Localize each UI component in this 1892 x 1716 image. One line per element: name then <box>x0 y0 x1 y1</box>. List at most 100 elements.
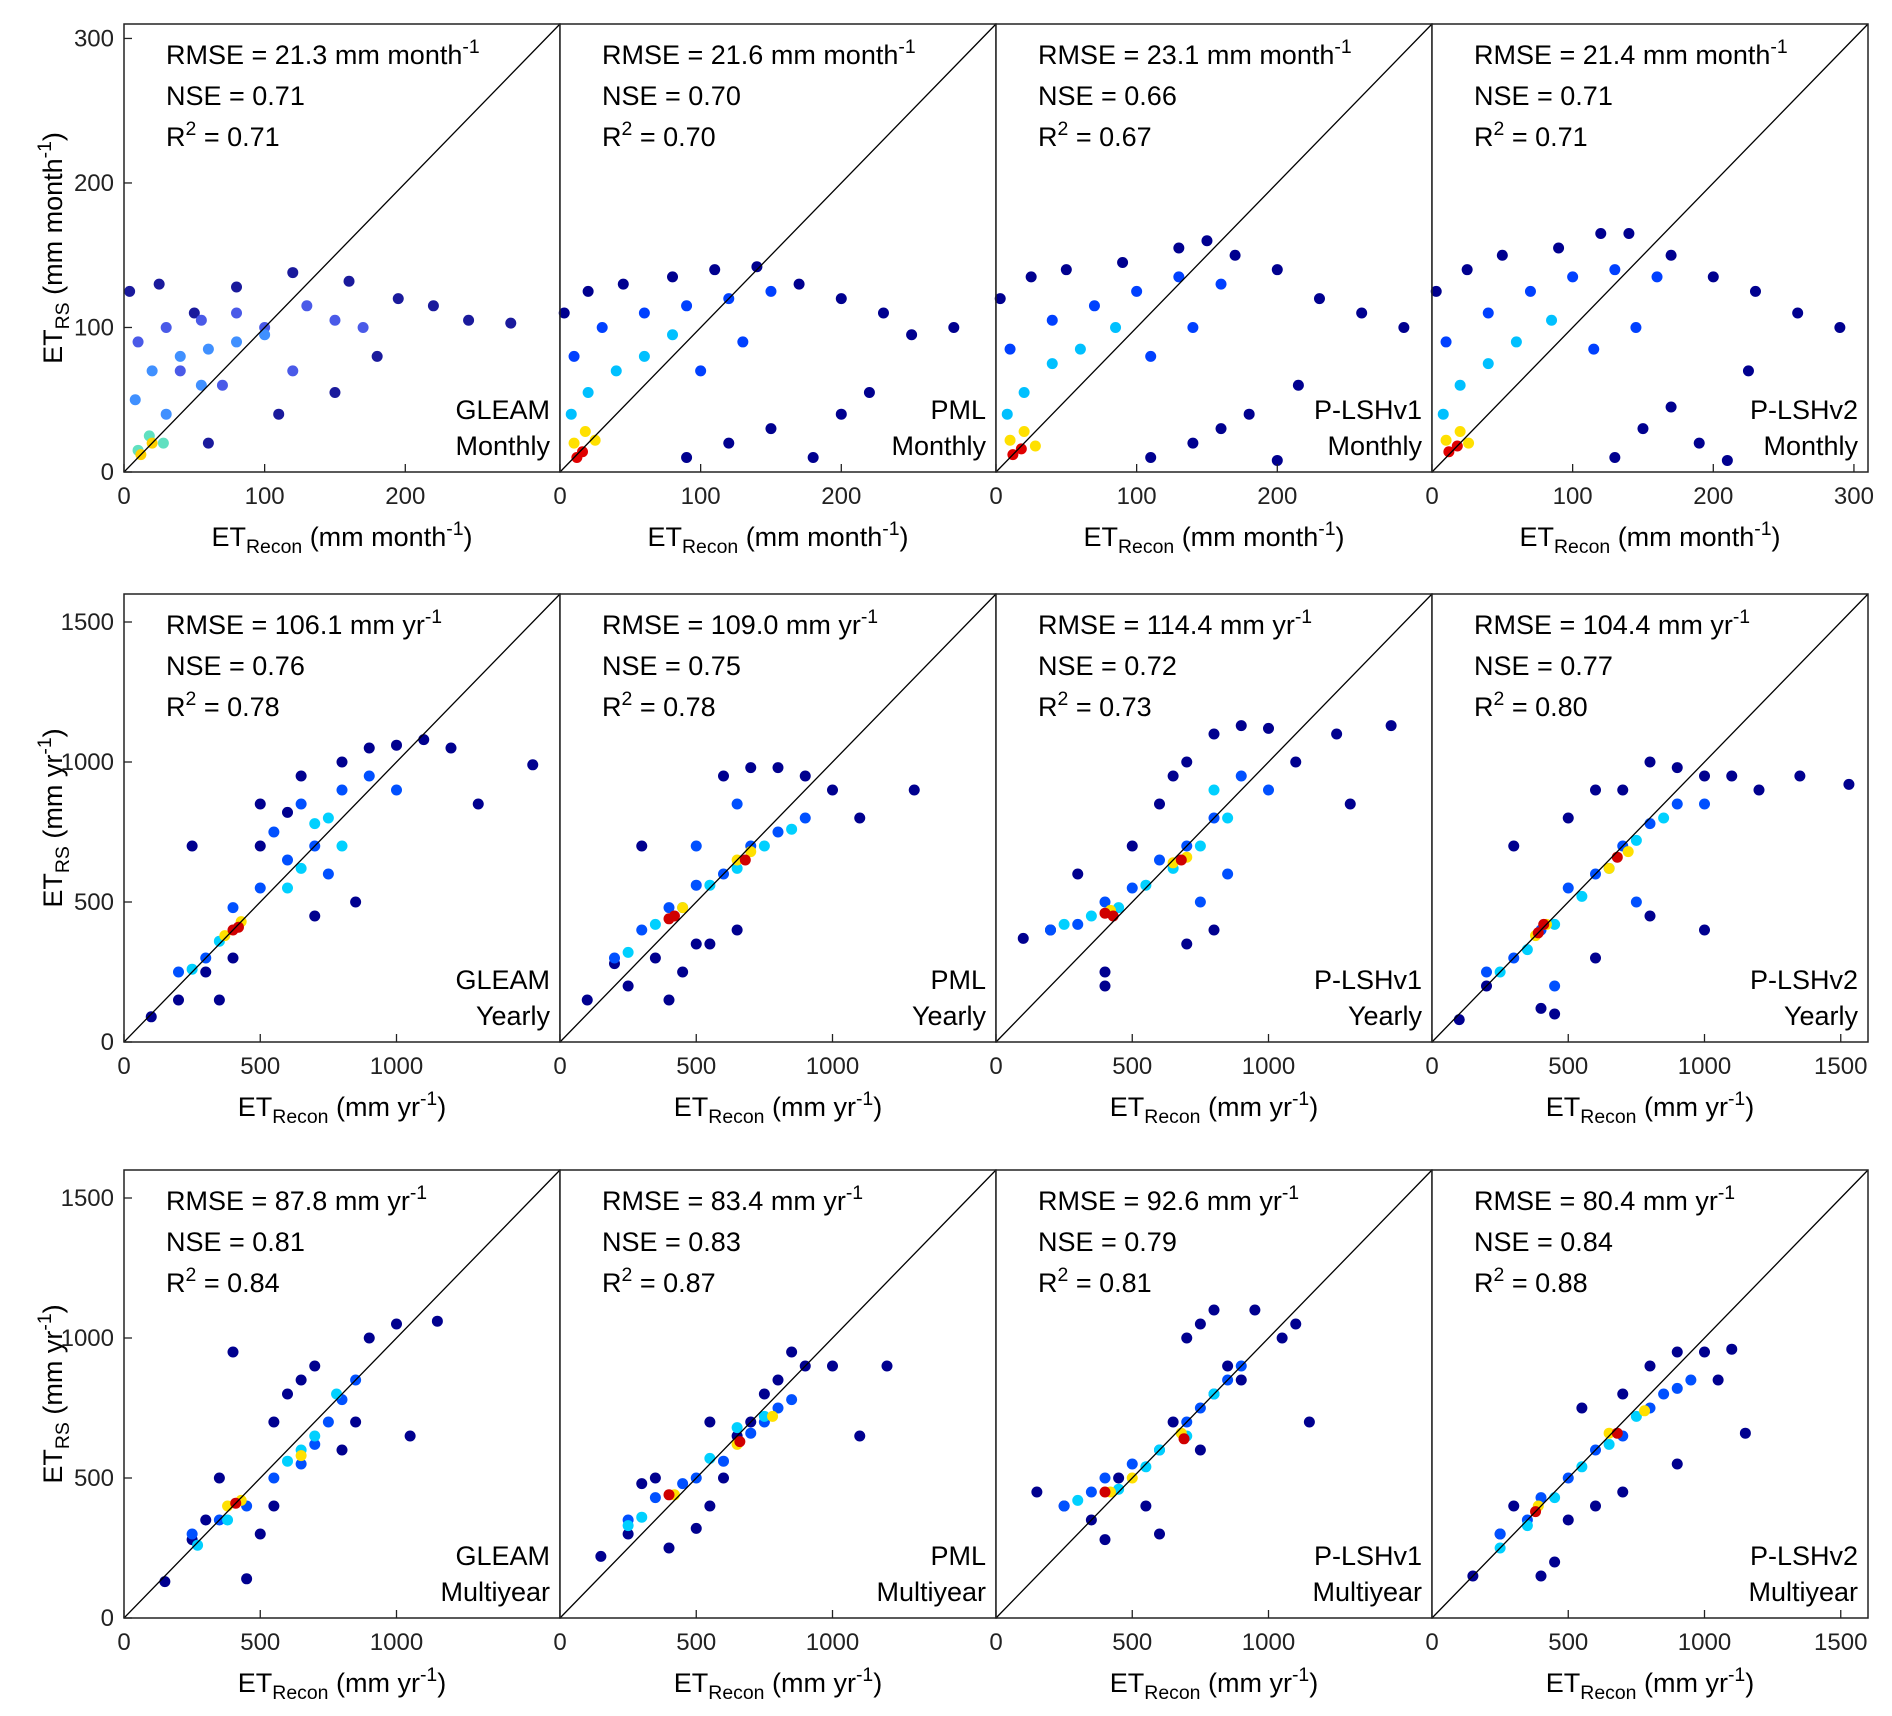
point <box>1271 264 1283 276</box>
point <box>295 770 307 782</box>
point <box>681 300 693 312</box>
point <box>1630 1410 1642 1422</box>
panel-label: P-LSHv1 <box>1314 965 1422 995</box>
point <box>758 1410 770 1422</box>
point <box>582 285 594 297</box>
stat-annotation: RMSE = 106.1 mm yr-1 <box>166 606 442 640</box>
x-tick-label: 0 <box>989 1629 1002 1656</box>
y-axis-label-part: ET <box>38 873 68 908</box>
stat-annotation-part: NSE = 0.66 <box>1038 81 1177 111</box>
stat-annotation: NSE = 0.70 <box>602 81 741 111</box>
point <box>391 1318 402 1330</box>
stat-annotation-part: 2 <box>186 118 197 140</box>
panel-label: PML <box>930 1541 986 1571</box>
point <box>1562 882 1574 894</box>
point <box>1271 454 1283 466</box>
x-axis-label-part: (mm month <box>302 522 446 552</box>
x-axis-label-part: Recon <box>682 536 738 558</box>
stat-annotation: R2 = 0.88 <box>1474 1264 1588 1298</box>
point <box>772 1402 784 1414</box>
y-axis-label-part: ET <box>38 329 68 364</box>
stat-annotation: RMSE = 87.8 mm yr-1 <box>166 1182 427 1216</box>
stat-annotation-part: R <box>1474 122 1494 152</box>
y-tick-label: 0 <box>101 459 114 486</box>
point <box>737 336 749 348</box>
point <box>1154 798 1165 810</box>
point <box>295 798 307 810</box>
point <box>1046 358 1058 370</box>
y-axis-label: ETRS (mm month-1) <box>34 132 74 364</box>
stat-annotation: RMSE = 21.6 mm month-1 <box>602 36 916 70</box>
stat-annotation-part: = 0.70 <box>632 122 715 152</box>
stat-annotation-part: R <box>166 122 186 152</box>
stat-annotation-part: 2 <box>1494 118 1505 140</box>
point <box>363 742 375 754</box>
point <box>1099 1486 1111 1498</box>
point <box>1524 285 1536 297</box>
one-to-one-line <box>559 23 997 473</box>
point <box>854 812 866 824</box>
x-axis-label-part: ET <box>238 1668 273 1698</box>
stat-annotation-part: RMSE = 21.4 mm month <box>1474 40 1770 70</box>
y-tick-label: 100 <box>74 314 114 341</box>
point <box>309 818 321 830</box>
point <box>1440 434 1452 446</box>
one-to-one-line <box>123 23 561 473</box>
point <box>1099 896 1111 908</box>
stat-annotation-part: = 0.84 <box>196 1268 279 1298</box>
point <box>1562 1514 1574 1526</box>
stat-annotation: NSE = 0.71 <box>1474 81 1613 111</box>
x-tick-label: 500 <box>1112 1629 1152 1656</box>
x-axis-label-part: ) <box>464 522 473 552</box>
point <box>758 840 770 852</box>
x-axis-label: ETRecon (mm yr-1) <box>1546 1088 1754 1128</box>
x-tick-label: 500 <box>1112 1053 1152 1080</box>
point <box>227 952 239 964</box>
stat-annotation-part: 2 <box>1494 1264 1505 1286</box>
point <box>1031 1486 1043 1498</box>
stat-annotation-part: RMSE = 104.4 mm yr <box>1474 610 1733 640</box>
point <box>192 1539 204 1551</box>
point <box>704 1416 716 1428</box>
point <box>391 739 402 751</box>
point <box>1639 1405 1651 1417</box>
stat-annotation: RMSE = 21.3 mm month-1 <box>166 36 480 70</box>
point <box>1178 1433 1190 1445</box>
point <box>1173 271 1185 283</box>
point <box>195 314 207 326</box>
x-tick-label: 0 <box>989 1053 1002 1080</box>
y-axis-label-part: -1 <box>34 141 56 158</box>
point <box>1140 1461 1152 1473</box>
point <box>1235 720 1247 732</box>
point <box>617 278 629 290</box>
point <box>649 952 661 964</box>
point <box>1215 423 1227 435</box>
y-axis-label-part: ) <box>38 1304 68 1313</box>
x-tick-label: 100 <box>245 483 285 510</box>
y-axis-label-part: (mm month <box>38 158 68 302</box>
one-to-one-line <box>559 1169 997 1619</box>
x-axis-label: ETRecon (mm yr-1) <box>1110 1088 1318 1128</box>
point <box>268 1472 280 1484</box>
stat-annotation-part: -1 <box>462 36 479 58</box>
x-tick-label: 1000 <box>1678 1053 1731 1080</box>
point <box>1749 285 1761 297</box>
point <box>322 812 334 824</box>
point <box>1644 1360 1656 1372</box>
point <box>1187 437 1199 449</box>
stat-annotation-part: 2 <box>622 118 633 140</box>
x-axis-label-part: ET <box>1110 1668 1145 1698</box>
point <box>1521 1520 1533 1532</box>
point <box>765 423 777 435</box>
point <box>1175 854 1187 866</box>
point <box>1145 452 1157 464</box>
point <box>1167 1416 1179 1428</box>
point <box>1099 1472 1111 1484</box>
panel-label: Multiyear <box>876 1577 986 1607</box>
point <box>159 1576 171 1588</box>
point <box>1249 1304 1261 1316</box>
point <box>835 408 847 420</box>
point <box>1303 1416 1315 1428</box>
stat-annotation-part: -1 <box>1718 1182 1735 1204</box>
point <box>582 387 594 399</box>
